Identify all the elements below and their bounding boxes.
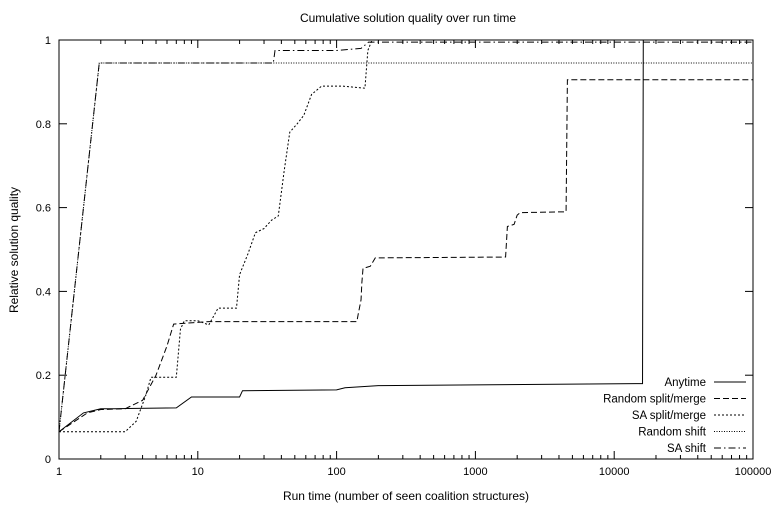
y-tick-label: 0.6 xyxy=(36,203,51,215)
y-tick-label: 1 xyxy=(45,35,51,47)
series-line-3 xyxy=(59,39,753,433)
x-tick-label: 10000 xyxy=(599,466,630,478)
legend-label: Anytime xyxy=(664,377,706,389)
series-line-5 xyxy=(58,41,753,432)
legend-label: SA shift xyxy=(667,443,707,455)
chart-title: Cumulative solution quality over run tim… xyxy=(300,11,516,25)
ticks-layer: 1 10 100 1000 10000 100000 0 0.2 0.4 0.6 0.8 1 xyxy=(36,35,772,478)
legend: Anytime Random split/merge SA split/merge R… xyxy=(603,377,746,455)
x-tick-label: 10 xyxy=(192,466,204,478)
y-tick-label: 0.4 xyxy=(36,286,51,298)
series-line-2 xyxy=(58,79,753,433)
legend-label: Random split/merge xyxy=(603,394,706,406)
y-tick-label: 0.2 xyxy=(36,370,51,382)
x-tick-label: 1000 xyxy=(463,466,487,478)
y-axis-label: Relative solution quality xyxy=(7,187,21,313)
y-tick-label: 0 xyxy=(45,454,51,466)
x-axis-label: Run time (number of seen coalition struc… xyxy=(283,489,529,503)
y-tick-label: 0.8 xyxy=(36,119,51,131)
series-line-1 xyxy=(58,39,753,433)
x-tick-label: 1 xyxy=(56,466,62,478)
x-tick-label: 100 xyxy=(327,466,345,478)
series-layer xyxy=(58,39,753,433)
series-line-4 xyxy=(58,62,753,432)
legend-label: SA split/merge xyxy=(632,410,706,422)
x-tick-label: 100000 xyxy=(735,466,772,478)
legend-label: Random shift xyxy=(638,427,707,439)
